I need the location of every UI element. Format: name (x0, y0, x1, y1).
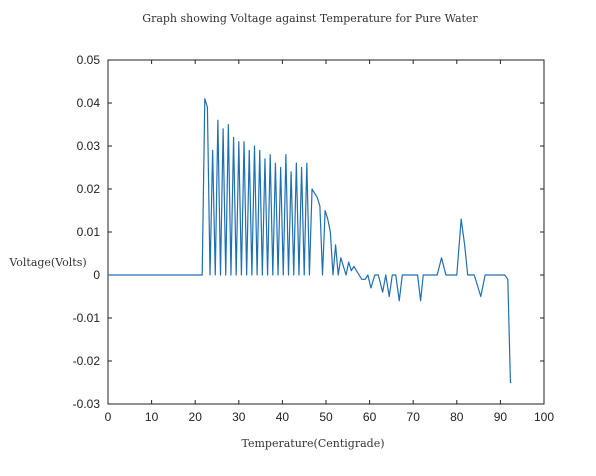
ticks: 0 10 20 30 40 50 60 70 80 90 100 0.05 0.04 0.03 0.02 0.… (73, 53, 555, 424)
plot-area (107, 59, 545, 405)
y-tick-label: 0.03 (77, 139, 101, 153)
x-tick-label: 90 (494, 410, 508, 424)
x-tick-label: 40 (276, 410, 290, 424)
y-tick-label: 0.04 (77, 96, 101, 110)
series-group (108, 98, 512, 384)
x-tick-label: 0 (105, 410, 112, 424)
y-tick-label: 0 (93, 268, 100, 282)
x-tick-label: 100 (534, 410, 554, 424)
y-tick-label: -0.03 (73, 397, 101, 411)
y-tick-label: 0.02 (77, 182, 101, 196)
x-tick-label: 30 (232, 410, 246, 424)
x-tick-label: 60 (363, 410, 377, 424)
y-tick-label: -0.02 (73, 354, 101, 368)
y-tick-label: 0.01 (77, 225, 101, 239)
y-tick-label: -0.01 (73, 311, 101, 325)
x-tick-label: 50 (319, 410, 333, 424)
y-axis-label: Voltage(Volts) (8, 256, 86, 269)
x-tick-label: 20 (189, 410, 203, 424)
series-line (108, 98, 512, 384)
x-tick-label: 10 (145, 410, 159, 424)
x-axis-label: Temperature(Centigrade) (241, 437, 384, 450)
y-tick-label: 0.05 (77, 53, 101, 67)
chart-title: Graph showing Voltage against Temperatur… (142, 12, 478, 25)
x-tick-label: 80 (450, 410, 464, 424)
x-tick-label: 70 (407, 410, 421, 424)
